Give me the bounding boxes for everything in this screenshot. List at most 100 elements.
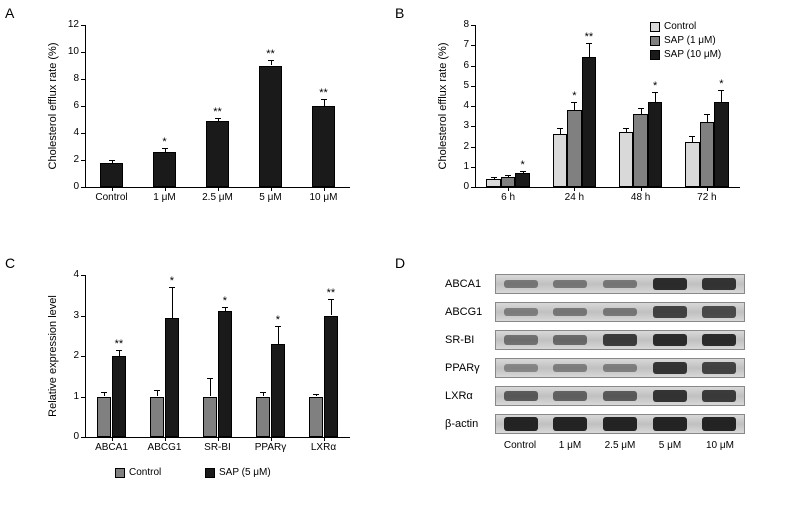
- x-tick: [165, 187, 166, 191]
- y-tick: [81, 316, 85, 317]
- error-cap: [109, 160, 115, 161]
- y-tick: [81, 437, 85, 438]
- blot-band: [504, 335, 538, 344]
- error-cap: [321, 99, 327, 100]
- blot-band: [504, 417, 538, 430]
- legend-swatch: [650, 36, 660, 46]
- error-cap: [557, 128, 563, 129]
- legend-item: SAP (1 μM): [650, 35, 716, 46]
- bar: [486, 179, 501, 187]
- blot-row: ABCG1: [445, 298, 765, 326]
- blot-band: [553, 364, 587, 372]
- panel-c-label: C: [5, 255, 15, 271]
- y-tick: [81, 52, 85, 53]
- bar: [259, 66, 283, 188]
- bar: [582, 57, 597, 187]
- category-label: 2.5 μM: [191, 192, 244, 203]
- blot-band: [553, 335, 587, 345]
- y-tick-label: 6: [57, 100, 79, 111]
- error-cap: [101, 392, 107, 393]
- blot-band: [702, 278, 736, 290]
- x-tick: [574, 187, 575, 191]
- blot-band: [702, 334, 736, 347]
- panel-c-chart: 01234Relative expression levelABCA1ABCG1…: [55, 265, 355, 465]
- blot-protein-label: β-actin: [445, 418, 495, 430]
- panel-b-label: B: [395, 5, 404, 21]
- y-axis-title: Cholesterol efflux rate (%): [47, 25, 59, 187]
- error-bar: [324, 99, 325, 106]
- blot-strip: [495, 330, 745, 350]
- blot-strip: [495, 386, 745, 406]
- blot-protein-label: PPARγ: [445, 362, 495, 374]
- blot-band: [653, 306, 687, 318]
- y-axis: [475, 25, 476, 187]
- category-label: ABCA1: [85, 442, 138, 453]
- panel-d-blots: ABCA1ABCG1SR-BIPPARγLXRαβ-actinControl1 …: [445, 270, 765, 490]
- legend-item: SAP (5 μM): [205, 467, 271, 478]
- bar: [501, 177, 516, 187]
- y-tick-label: 1: [57, 391, 79, 402]
- blot-band: [603, 391, 637, 401]
- y-tick: [81, 133, 85, 134]
- y-tick: [81, 79, 85, 80]
- y-tick-label: 7: [447, 39, 469, 50]
- y-tick-label: 12: [57, 19, 79, 30]
- legend-swatch: [650, 22, 660, 32]
- panel-a-label: A: [5, 5, 14, 21]
- significance-marker: **: [579, 31, 599, 43]
- blot-band: [653, 278, 687, 291]
- y-tick: [471, 106, 475, 107]
- significance-marker: **: [208, 106, 228, 118]
- y-tick-label: 0: [57, 181, 79, 192]
- error-cap: [718, 90, 724, 91]
- error-cap: [222, 307, 228, 308]
- blot-band: [603, 417, 637, 430]
- y-axis: [85, 25, 86, 187]
- blot-strip: [495, 302, 745, 322]
- legend-label: SAP (5 μM): [219, 467, 271, 478]
- error-bar: [707, 114, 708, 122]
- blot-band: [603, 364, 637, 372]
- bar: [256, 397, 271, 438]
- blot-lane-label: 5 μM: [645, 440, 695, 451]
- blot-band: [504, 391, 538, 401]
- x-tick: [218, 187, 219, 191]
- y-tick: [471, 25, 475, 26]
- x-tick: [271, 187, 272, 191]
- significance-marker: **: [261, 48, 281, 60]
- bar: [203, 397, 218, 438]
- legend-item: Control: [115, 467, 161, 478]
- y-axis: [85, 275, 86, 437]
- y-tick-label: 8: [57, 73, 79, 84]
- blot-band: [653, 417, 687, 430]
- x-tick: [508, 187, 509, 191]
- legend-label: SAP (1 μM): [664, 35, 716, 46]
- y-tick: [471, 86, 475, 87]
- significance-marker: *: [155, 136, 175, 148]
- y-tick: [471, 147, 475, 148]
- panel-a-chart: 024681012Cholesterol efflux rate (%)Cont…: [55, 15, 355, 215]
- error-cap: [520, 171, 526, 172]
- bar: [553, 134, 568, 187]
- x-tick: [165, 437, 166, 441]
- y-tick-label: 2: [447, 141, 469, 152]
- blot-band: [603, 280, 637, 289]
- blot-protein-label: ABCG1: [445, 306, 495, 318]
- error-cap: [154, 390, 160, 391]
- y-tick: [471, 187, 475, 188]
- category-label: ABCG1: [138, 442, 191, 453]
- y-tick: [471, 126, 475, 127]
- blot-lane-label: Control: [495, 440, 545, 451]
- y-tick: [81, 187, 85, 188]
- bar: [567, 110, 582, 187]
- error-bar: [172, 287, 173, 317]
- error-cap: [169, 287, 175, 288]
- bar: [112, 356, 127, 437]
- y-tick-label: 1: [447, 161, 469, 172]
- category-label: 1 μM: [138, 192, 191, 203]
- y-tick-label: 10: [57, 46, 79, 57]
- bar: [700, 122, 715, 187]
- bar: [165, 318, 180, 437]
- legend-label: SAP (10 μM): [664, 49, 721, 60]
- category-label: 48 h: [608, 192, 674, 203]
